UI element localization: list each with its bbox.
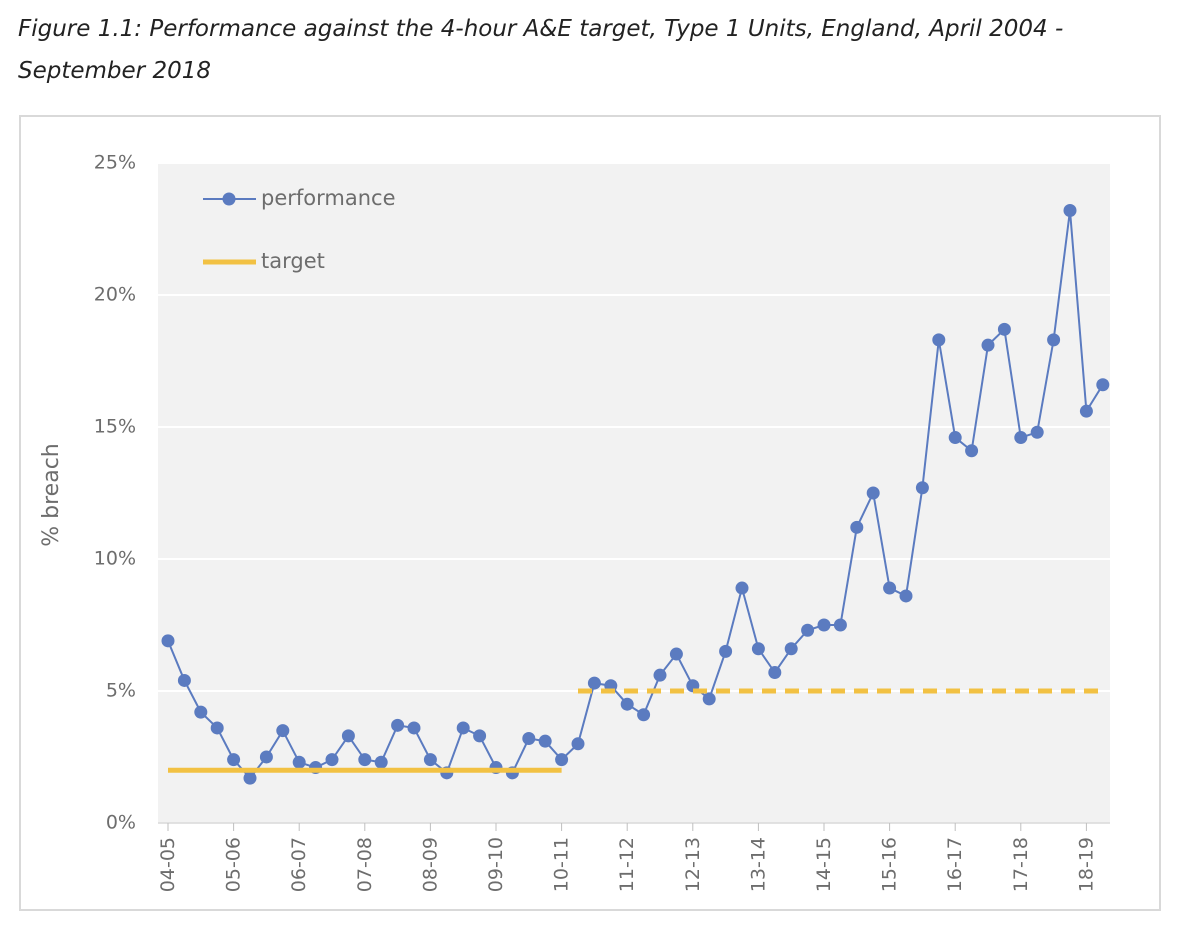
data-point (243, 771, 257, 785)
data-point (587, 676, 601, 690)
data-point (768, 666, 782, 680)
data-point (669, 647, 683, 661)
data-point (391, 718, 405, 732)
performance-line (167, 210, 1104, 780)
data-point (358, 753, 372, 767)
data-point (1047, 333, 1061, 347)
x-tick-label: 06-07 (288, 837, 310, 892)
data-point (555, 753, 569, 767)
data-point (997, 322, 1011, 336)
data-point (735, 581, 749, 595)
data-point (325, 753, 339, 767)
data-point (637, 708, 651, 722)
data-point (751, 642, 765, 656)
data-point (932, 333, 946, 347)
data-point (899, 589, 913, 603)
data-point (276, 724, 290, 738)
y-tick-label: 20% (94, 284, 136, 306)
x-tick-label: 10-11 (551, 837, 573, 892)
data-point (194, 705, 208, 719)
data-point (883, 581, 897, 595)
chart-title: Figure 1.1: Performance against the 4-ho… (18, 16, 1064, 84)
x-tick-label: 12-13 (682, 837, 704, 892)
y-tick-label: 15% (94, 416, 136, 438)
data-point (161, 634, 175, 648)
data-point (423, 753, 437, 767)
y-tick-label: 0% (106, 812, 136, 834)
legend-label: target (261, 249, 325, 273)
data-point (702, 692, 716, 706)
data-point (981, 338, 995, 352)
data-point (653, 668, 667, 682)
data-point (1079, 404, 1093, 418)
data-point (177, 673, 191, 687)
x-tick-label: 17-18 (1010, 837, 1032, 892)
plot-area (158, 163, 1110, 823)
data-point (866, 486, 880, 500)
data-point (1063, 204, 1077, 218)
data-point (407, 721, 421, 735)
y-axis-title: % breach (39, 443, 64, 546)
x-tick-label: 15-16 (879, 837, 901, 892)
legend-marker (222, 192, 236, 206)
x-tick-label: 04-05 (157, 837, 179, 892)
legend-label: performance (261, 186, 396, 210)
y-tick-label: 5% (106, 680, 136, 702)
data-point (719, 644, 733, 658)
data-point (850, 520, 864, 534)
data-point (1014, 431, 1028, 445)
data-point (522, 732, 536, 746)
data-point (292, 755, 306, 769)
y-tick-label: 10% (94, 548, 136, 570)
data-point (620, 697, 634, 711)
data-point (784, 642, 798, 656)
x-tick-label: 07-08 (354, 837, 376, 892)
x-tick-label: 13-14 (747, 837, 769, 892)
data-point (210, 721, 224, 735)
x-tick-label: 16-17 (944, 837, 966, 892)
x-tick-label: 18-19 (1075, 837, 1097, 892)
data-point (801, 623, 815, 637)
x-tick-label: 09-10 (485, 837, 507, 892)
y-tick-label: 25% (94, 152, 136, 174)
chart-frame (19, 115, 1161, 911)
data-point (1096, 378, 1110, 392)
data-point (571, 737, 585, 751)
x-tick-label: 05-06 (223, 837, 245, 892)
data-point (1030, 425, 1044, 439)
data-point (456, 721, 470, 735)
x-tick-label: 08-09 (419, 837, 441, 892)
data-point (538, 734, 552, 748)
x-tick-label: 14-15 (813, 837, 835, 892)
data-point (817, 618, 831, 632)
x-tick-label: 11-12 (616, 837, 638, 892)
data-point (227, 753, 241, 767)
data-point (965, 444, 979, 458)
data-point (915, 481, 929, 495)
data-point (341, 729, 355, 743)
data-point (833, 618, 847, 632)
data-point (473, 729, 487, 743)
data-point (948, 431, 962, 445)
data-point (259, 750, 273, 764)
data-point (374, 755, 388, 769)
